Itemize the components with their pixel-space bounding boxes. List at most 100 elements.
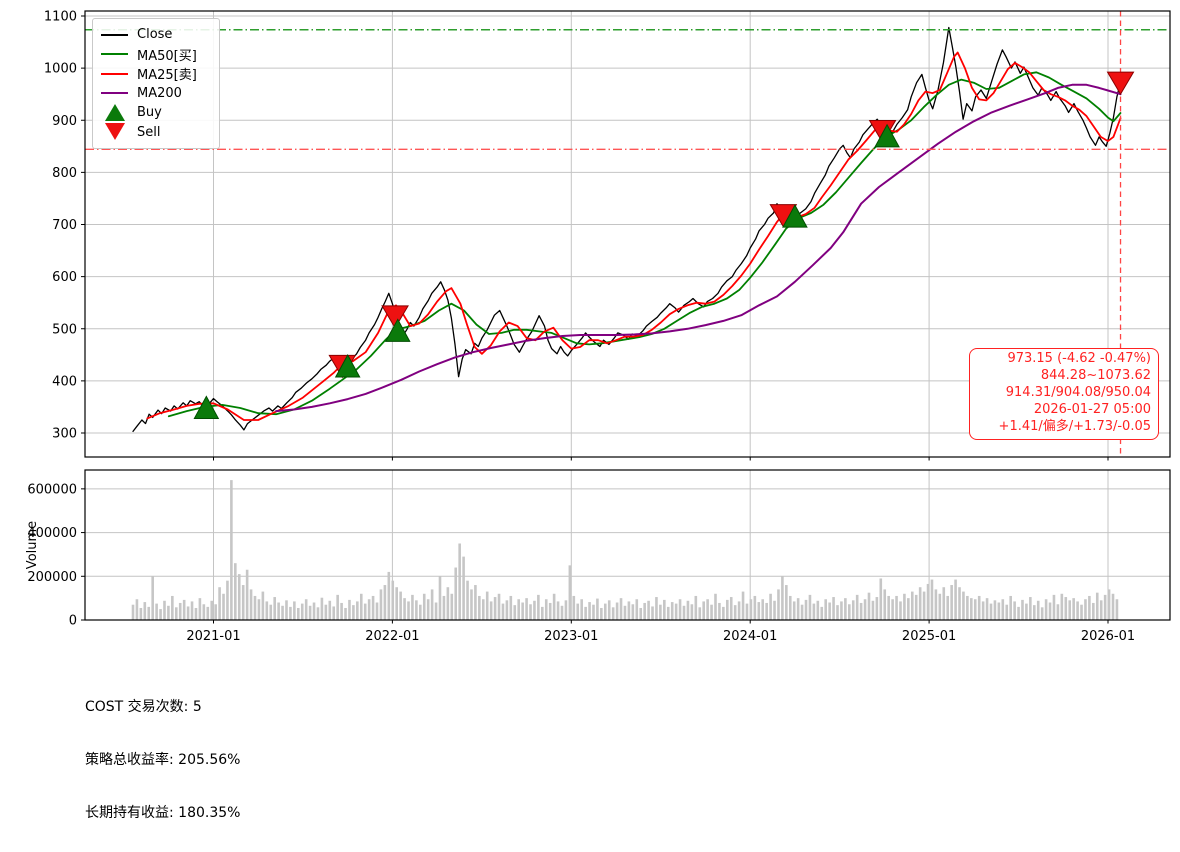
volume-bar bbox=[576, 603, 580, 620]
volume-bar bbox=[859, 602, 863, 620]
volume-bar bbox=[521, 602, 524, 620]
volume-tick-label: 200000 bbox=[27, 570, 77, 585]
volume-bar bbox=[1048, 602, 1052, 620]
volume-bar bbox=[253, 595, 257, 620]
strategy-stats: COST 交易次数: 5 策略总收益率: 205.56% 长期持有收益: 180… bbox=[85, 663, 603, 852]
volume-bar bbox=[548, 602, 552, 620]
volume-bar bbox=[1080, 604, 1083, 620]
volume-bar bbox=[198, 598, 202, 620]
volume-bar bbox=[466, 580, 469, 620]
volume-bar bbox=[938, 593, 942, 620]
volume-bar bbox=[682, 605, 686, 620]
volume-bar bbox=[918, 587, 922, 620]
volume-bar bbox=[1064, 597, 1068, 620]
volume-bar bbox=[348, 599, 351, 620]
volume-bar bbox=[792, 601, 796, 620]
volume-bar bbox=[202, 604, 206, 620]
volume-bar bbox=[407, 601, 410, 620]
volume-bar bbox=[403, 598, 406, 620]
volume-bar bbox=[643, 602, 646, 620]
volume-bar bbox=[1009, 595, 1012, 620]
buy-marker bbox=[193, 395, 220, 419]
volume-bar bbox=[584, 606, 587, 620]
volume-bar bbox=[848, 604, 851, 620]
volume-bar bbox=[824, 599, 827, 620]
buy-marker bbox=[782, 204, 808, 228]
volume-bar bbox=[1060, 593, 1064, 620]
volume-bar bbox=[556, 601, 560, 620]
volume-bar bbox=[973, 599, 977, 620]
volume-bar bbox=[895, 595, 898, 620]
volume-bar bbox=[722, 606, 725, 620]
volume-bar bbox=[493, 597, 497, 620]
volume-bar bbox=[891, 599, 894, 620]
volume-bar bbox=[261, 591, 265, 620]
volume-bar bbox=[155, 603, 158, 620]
volume-bar bbox=[694, 595, 698, 620]
legend-label: Sell bbox=[137, 124, 161, 140]
volume-bar bbox=[966, 595, 969, 620]
volume-bar bbox=[167, 605, 170, 620]
volume-bar bbox=[1021, 599, 1024, 620]
volume-bar bbox=[796, 598, 800, 620]
sell-triangle-icon bbox=[101, 122, 128, 140]
volume-bar bbox=[135, 599, 139, 620]
volume-bar bbox=[781, 576, 784, 620]
volume-bar bbox=[769, 593, 772, 620]
volume-bar bbox=[1036, 600, 1040, 620]
volume-bar bbox=[922, 591, 926, 620]
volume-bar bbox=[840, 601, 843, 620]
sell-marker bbox=[381, 305, 409, 329]
volume-bar bbox=[300, 603, 304, 620]
volume-bar bbox=[603, 603, 607, 620]
volume-bar bbox=[147, 606, 151, 620]
volume-bar bbox=[332, 606, 336, 620]
volume-bar bbox=[1092, 602, 1095, 620]
volume-bar bbox=[674, 603, 678, 620]
volume-bar bbox=[206, 606, 210, 620]
volume-bar bbox=[977, 595, 981, 620]
volume-bar bbox=[324, 604, 328, 620]
volume-bar bbox=[399, 591, 402, 620]
volume-bar bbox=[151, 576, 154, 620]
price-panel-border bbox=[84, 10, 1171, 458]
annotation-ma-values: 914.31/904.08/950.04 bbox=[1005, 384, 1151, 400]
volume-bar bbox=[639, 607, 643, 620]
volume-bar bbox=[958, 587, 961, 620]
annotation-datetime: 2026-01-27 05:00 bbox=[1033, 401, 1151, 417]
ma25-line-icon bbox=[101, 72, 128, 75]
volume-bar bbox=[659, 604, 662, 620]
volume-bar bbox=[1068, 600, 1072, 620]
volume-bar bbox=[867, 592, 871, 620]
volume-bar bbox=[497, 593, 501, 620]
volume-bar bbox=[277, 602, 280, 620]
volume-bar bbox=[985, 598, 989, 620]
volume-bar bbox=[997, 602, 1001, 620]
volume-bar bbox=[560, 605, 564, 620]
volume-bar bbox=[749, 599, 753, 620]
volume-bar bbox=[942, 587, 946, 620]
volume-bar bbox=[308, 605, 312, 620]
volume-bar bbox=[808, 594, 812, 620]
price-tick-label: 900 bbox=[52, 114, 77, 129]
buy-marker bbox=[384, 318, 411, 342]
volume-bar bbox=[580, 599, 583, 620]
date-tick-label: 2026-01 bbox=[1081, 629, 1135, 644]
trade-count-line: COST 交易次数: 5 bbox=[85, 698, 202, 715]
volume-bar bbox=[733, 605, 737, 620]
volume-bar bbox=[710, 604, 713, 620]
volume-bar bbox=[442, 595, 446, 620]
volume-bar bbox=[883, 589, 887, 620]
volume-bar bbox=[171, 595, 174, 620]
volume-bar bbox=[863, 599, 867, 620]
volume-bar bbox=[237, 574, 241, 620]
volume-bar bbox=[702, 601, 705, 620]
volume-bar bbox=[363, 603, 367, 620]
volume-bar bbox=[340, 602, 343, 620]
volume-bar bbox=[851, 600, 855, 620]
volume-bar bbox=[757, 602, 761, 620]
volume-bar bbox=[1052, 594, 1056, 620]
sell-marker bbox=[1106, 71, 1135, 96]
chart-legend: Close MA50[买] MA25[卖] MA200 Buy Sell bbox=[92, 18, 220, 149]
